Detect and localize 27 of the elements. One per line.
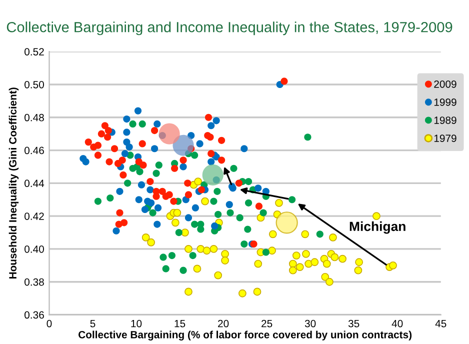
y-tick-label: 0.44	[24, 180, 44, 188]
y-tick-label: 0.38	[24, 278, 44, 286]
y-tick-label: 0.42	[24, 212, 44, 220]
x-tick-label: 10	[131, 320, 142, 328]
x-tick-label: 30	[304, 320, 316, 328]
y-axis-title: Household Inequality (Gini Coefficient)	[8, 88, 19, 279]
y-tick-label: 0.52	[24, 48, 44, 56]
y-tick-label: 0.46	[24, 146, 44, 154]
legend-label: 1989	[434, 116, 456, 124]
x-axis-title: Collective Bargaining (% of labor force covered by union contracts)	[78, 330, 412, 340]
annotation: Michigan	[350, 221, 406, 234]
x-tick-label: 0	[46, 320, 52, 328]
y-tick-label: 0.36	[24, 311, 44, 319]
x-tick-label: 20	[218, 320, 229, 328]
x-tick-label: 5	[90, 320, 96, 328]
y-tick-label: 0.48	[24, 114, 44, 122]
x-tick-label: 25	[262, 320, 272, 328]
x-tick-label: 35	[348, 320, 360, 328]
y-tick-label: 0.50	[24, 80, 44, 88]
y-tick-label: 0.40	[24, 245, 44, 253]
chart-title: Collective Bargaining and Income Inequality in the States, 1979-2009	[6, 22, 452, 36]
x-tick-label: 45	[435, 320, 446, 328]
legend-label: 1979	[434, 134, 456, 142]
legend-label: 1999	[434, 98, 456, 106]
x-tick-label: 15	[174, 320, 186, 328]
legend-label: 2009	[434, 80, 456, 88]
x-tick-label: 40	[392, 320, 403, 328]
